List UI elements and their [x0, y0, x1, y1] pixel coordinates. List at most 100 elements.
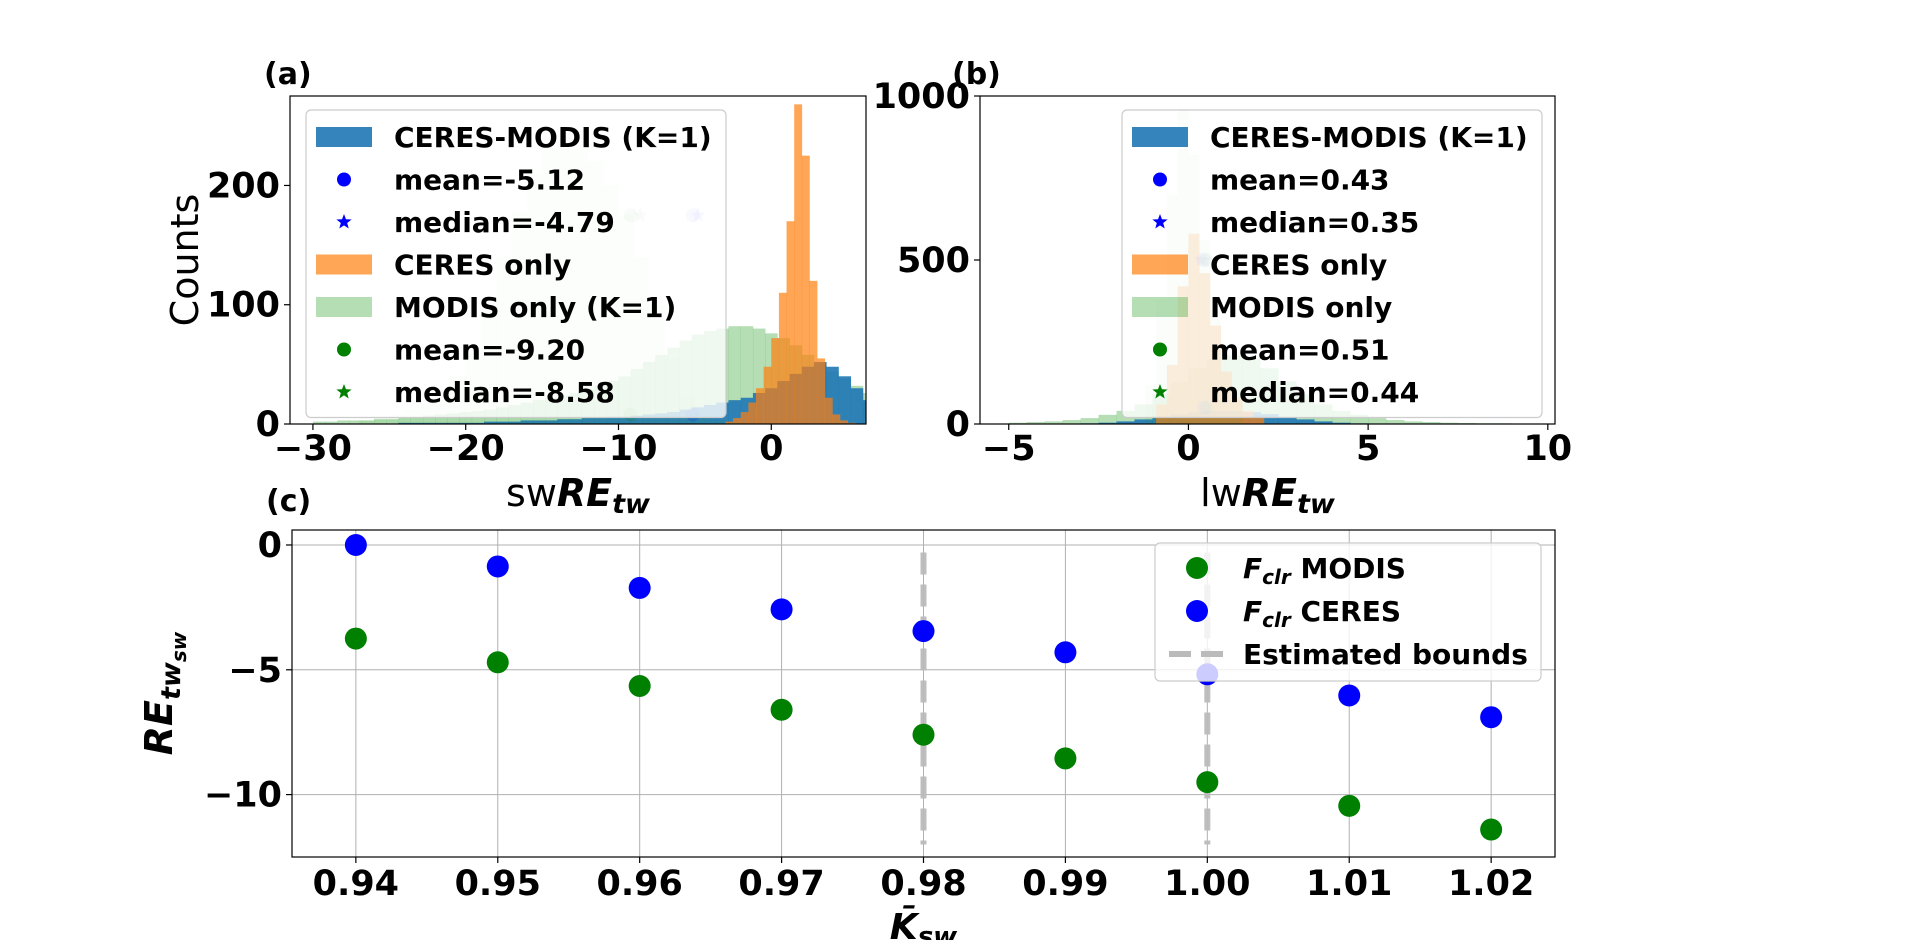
x-tick-label: −5 — [982, 429, 1036, 469]
hist-bar — [1332, 422, 1351, 424]
legend-label: Fclr MODIS — [1243, 552, 1406, 589]
hist-bar — [337, 420, 350, 424]
hist-bar — [1350, 414, 1369, 424]
hist-bar — [748, 402, 757, 424]
hist-bar — [924, 423, 937, 424]
legend-swatch — [316, 254, 372, 275]
scatter-point — [1338, 794, 1361, 817]
legend-label: Estimated bounds — [1243, 638, 1528, 671]
hist-bar — [398, 418, 411, 424]
y-tick-label: 0 — [946, 405, 970, 445]
legend-label-rest: MODIS — [1291, 552, 1406, 585]
hist-bar — [887, 417, 900, 424]
hist-bar — [1278, 416, 1297, 424]
y-axis-label-main: RE — [137, 700, 181, 755]
x-tick-label: 1.01 — [1306, 864, 1392, 904]
legend-label: mean=-5.12 — [394, 164, 585, 197]
hist-bar — [520, 420, 534, 424]
hist-bar — [374, 419, 387, 424]
panel-b: −5 0 5 10 0 500 1000 lwREtw (b) CERES-MODIS (K=1)… — [873, 57, 1573, 520]
x-axis-label: K̄sw — [890, 904, 958, 940]
legend-label: median=0.35 — [1210, 206, 1419, 239]
hist-bar — [410, 416, 424, 424]
hist-bar — [447, 413, 460, 424]
hist-bar — [740, 412, 749, 424]
x-axis-label-prefix: lw — [1200, 471, 1242, 515]
legend-box — [1121, 109, 1543, 419]
hist-bar — [912, 422, 925, 424]
y-tick-label: 0 — [258, 526, 282, 566]
hist-bar — [900, 420, 913, 424]
hist-bar — [422, 415, 436, 424]
hist-bar — [325, 421, 338, 424]
legend-label: CERES-MODIS (K=1) — [1210, 121, 1528, 154]
y-tick-label: −10 — [204, 776, 282, 816]
x-tick-label: 0.98 — [880, 864, 966, 904]
x-tick-label: −30 — [274, 429, 352, 469]
x-tick-label: −20 — [427, 429, 505, 469]
y-tick-label: 100 — [207, 286, 280, 326]
scatter-point — [912, 723, 935, 746]
x-tick-label: 0.95 — [455, 864, 541, 904]
hist-bar — [875, 400, 888, 424]
hist-bar — [710, 420, 726, 424]
legend-star-icon — [336, 384, 352, 399]
hist-bar — [1044, 421, 1063, 424]
hist-bar — [862, 400, 866, 424]
series-2 — [725, 104, 856, 424]
scatter-point — [628, 675, 651, 698]
legend-label-rest: CERES — [1291, 595, 1401, 628]
hist-bar — [838, 376, 852, 424]
hist-bar — [386, 419, 399, 424]
scatter-point — [1054, 641, 1077, 664]
y-axis-label-subsub: sw — [167, 631, 191, 662]
legend-box — [305, 109, 727, 419]
hist-bar — [763, 366, 772, 424]
hist-bar — [778, 292, 787, 424]
scatter-point — [1480, 706, 1503, 729]
legend-dot-icon — [1153, 342, 1167, 357]
hist-bar — [1116, 421, 1135, 424]
legend-label: CERES-MODIS (K=1) — [394, 121, 712, 154]
legend-label: CERES only — [1210, 249, 1387, 282]
hist-bar — [594, 418, 607, 424]
legend-label: median=-4.79 — [394, 206, 615, 239]
hist-bar — [817, 358, 826, 424]
hist-bar — [733, 418, 742, 424]
hist-bar — [771, 338, 780, 424]
legend: CERES-MODIS (K=1) mean=0.43 median=0.35 CER… — [1121, 109, 1543, 419]
hist-bar — [496, 421, 509, 424]
hist-bar — [728, 326, 742, 424]
y-tick-label: 0 — [256, 405, 280, 445]
hist-bar — [912, 417, 925, 424]
scatter-point — [1338, 684, 1361, 707]
scatter-point — [486, 555, 509, 578]
x-tick-label: 0.96 — [597, 864, 683, 904]
hist-bar — [794, 104, 803, 424]
hist-bar — [349, 420, 363, 424]
legend-box — [1154, 542, 1542, 682]
hist-bar — [569, 419, 583, 424]
legend-swatch — [1132, 297, 1188, 317]
scatter-point — [770, 598, 793, 621]
hist-bar — [875, 410, 888, 424]
hist-bar — [435, 414, 448, 424]
hist-bar — [1080, 418, 1099, 424]
legend-label-sub: clr — [1262, 608, 1292, 632]
hist-bar — [755, 388, 764, 424]
scatter-point — [1196, 771, 1219, 794]
hist-bar — [532, 420, 546, 424]
panel-label: (b) — [952, 57, 1001, 92]
x-tick-label: 0 — [759, 429, 783, 469]
legend-dot-icon — [1153, 172, 1167, 187]
hist-bar — [1404, 421, 1423, 424]
hist-bar — [1008, 422, 1028, 424]
hist-bar — [725, 421, 734, 424]
legend-label-main: F — [1243, 552, 1262, 585]
scatter-point — [628, 576, 651, 599]
hist-bar — [1368, 418, 1387, 424]
legend-label: mean=-9.20 — [394, 334, 585, 367]
